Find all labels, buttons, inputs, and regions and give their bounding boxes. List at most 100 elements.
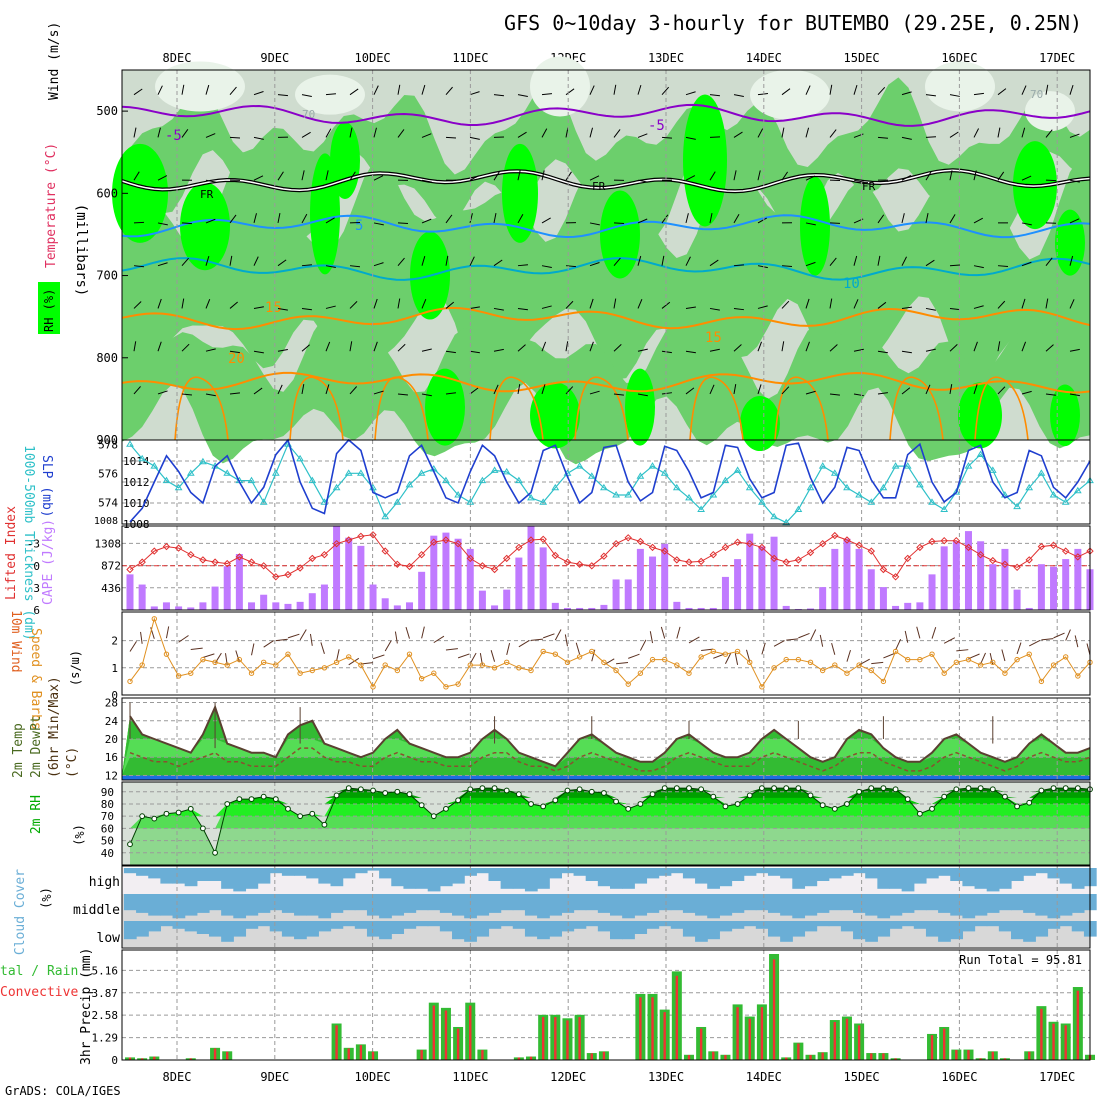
cloud-bar xyxy=(938,921,951,942)
cape-bar xyxy=(794,608,802,610)
thickness-point xyxy=(600,483,608,491)
cape-bar xyxy=(393,605,401,610)
wind-barb xyxy=(877,301,887,309)
cloud-bar xyxy=(524,894,538,916)
wind-barb xyxy=(685,256,691,266)
wind-barb xyxy=(805,175,816,181)
wind-barb xyxy=(895,638,902,651)
wind-barb xyxy=(757,217,767,224)
cloud-bar xyxy=(476,894,490,916)
wind-barb xyxy=(1045,257,1053,266)
thickness-point xyxy=(405,480,414,488)
cloud-bar xyxy=(403,868,417,889)
panel-cloud: high middle low Cloud Cover (%) xyxy=(13,865,1097,955)
lifted-index-point xyxy=(697,557,705,566)
lifted-index-point xyxy=(296,564,304,572)
wind-barb xyxy=(980,652,986,665)
wind-barb xyxy=(589,85,595,95)
cape-bar xyxy=(503,589,511,610)
wind-barb xyxy=(541,217,551,224)
wind-barb xyxy=(301,307,312,311)
wind-speed-point xyxy=(844,670,850,676)
wind-barb xyxy=(157,175,168,181)
cape-bar xyxy=(649,556,657,610)
wind-barb xyxy=(565,265,577,268)
cape-bar xyxy=(624,579,632,610)
wind-barb xyxy=(949,384,953,395)
date-label-top: 9DEC xyxy=(260,51,289,65)
lifted-index-point xyxy=(770,554,778,563)
wind-barb xyxy=(805,261,816,267)
wind-barb xyxy=(349,386,358,395)
cloud-bar xyxy=(950,921,964,940)
cape-bar xyxy=(1001,548,1009,610)
lifted-index-point xyxy=(247,558,256,566)
wind-barb xyxy=(1021,390,1032,395)
wind-barb xyxy=(181,84,185,95)
rh-point xyxy=(965,785,972,792)
temp-axis-label: (°C) xyxy=(65,747,80,778)
cloud-bar xyxy=(622,868,635,889)
cape-bar xyxy=(697,607,705,610)
wind-barb xyxy=(661,350,672,354)
panel-frame xyxy=(121,781,1091,866)
wind-barb xyxy=(445,86,453,95)
precip-convective-bar xyxy=(785,1057,788,1060)
wind-barb xyxy=(251,643,255,656)
wind-barb xyxy=(805,222,816,226)
precip-convective-bar xyxy=(736,1007,739,1060)
wind-barb xyxy=(949,344,958,352)
wind-barb xyxy=(1069,218,1080,224)
precip-convective-bar xyxy=(894,1058,897,1060)
wind-speed-point xyxy=(819,667,826,674)
cloud-bar xyxy=(792,894,806,919)
wind-speed-point xyxy=(443,684,449,690)
pressure-tick: 700 xyxy=(96,269,118,283)
contour-label: FR xyxy=(862,180,876,193)
cape-bar xyxy=(162,602,170,610)
isotherm-freezing-inner xyxy=(121,169,1091,193)
cape-bar xyxy=(746,533,754,610)
rh-point xyxy=(382,790,389,796)
precip-convective-bar xyxy=(189,1058,192,1060)
wind-barb xyxy=(349,127,353,138)
contour-label: 20 xyxy=(228,351,245,367)
precip-convective-bar xyxy=(1040,1008,1043,1060)
temp-band-low xyxy=(122,757,1090,776)
wind-barb xyxy=(348,657,360,666)
wind-barb xyxy=(757,93,768,96)
wind-tick: 2 xyxy=(111,635,118,648)
cloud-bar xyxy=(670,868,684,874)
wind-unit-label: (m/s) xyxy=(69,650,83,686)
wind-barb xyxy=(229,255,233,266)
wind-barb xyxy=(973,305,984,309)
lifted-index-point xyxy=(575,560,584,569)
wind-tick: 1 xyxy=(111,662,118,675)
wind-barb xyxy=(205,393,216,397)
wind-barb xyxy=(372,654,385,660)
date-label-bottom: 15DEC xyxy=(844,1070,880,1084)
cape-bar xyxy=(721,576,729,610)
wind-barb xyxy=(1053,632,1065,639)
cloud-bar xyxy=(792,921,806,937)
wind-speed-point xyxy=(990,659,996,666)
wind-barb xyxy=(469,350,480,354)
cloud-bar xyxy=(269,868,283,874)
wind-speed-point xyxy=(625,681,631,687)
wind-barb xyxy=(901,213,905,224)
wind-barb xyxy=(542,633,555,639)
lifted-index-point xyxy=(344,536,353,544)
isotherm-warm-loop xyxy=(289,376,344,441)
lifted-index-point xyxy=(1037,542,1046,551)
cloud-bar xyxy=(658,894,672,911)
cape-tick: 872 xyxy=(101,560,121,573)
wind-barb xyxy=(253,350,264,354)
wind-barb xyxy=(1029,640,1041,647)
cloud-bar xyxy=(524,921,538,937)
wind-speed-point xyxy=(358,662,364,668)
cloud-bar xyxy=(840,921,854,932)
cloud-bar xyxy=(537,921,550,940)
wind-barb xyxy=(421,218,432,224)
cloud-bar xyxy=(354,894,368,911)
lifted-index-point xyxy=(818,539,827,548)
